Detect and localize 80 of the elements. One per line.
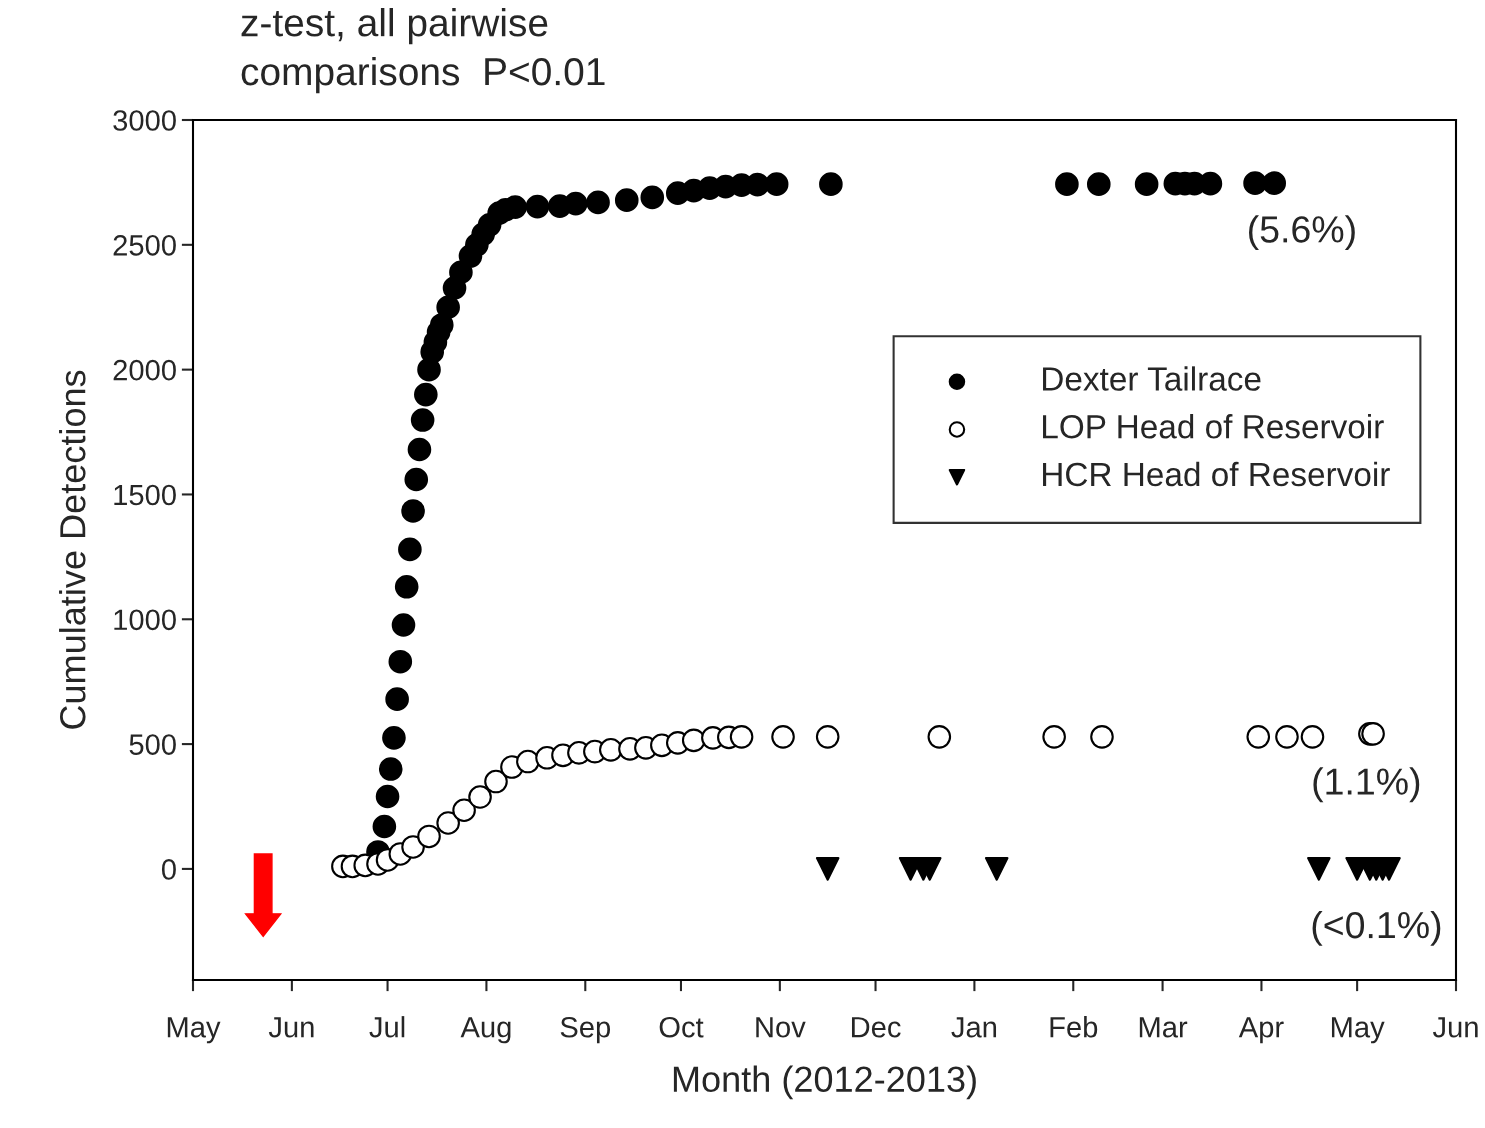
point xyxy=(436,811,460,835)
y-tick-label: 0 xyxy=(161,859,176,880)
x-axis-title: Month (2012-2013) xyxy=(673,1065,976,1100)
point xyxy=(1243,171,1267,195)
point xyxy=(681,728,706,753)
point xyxy=(1246,725,1271,749)
x-tick-label: Jul xyxy=(369,1016,405,1038)
y-tick-label: 1000 xyxy=(114,609,176,631)
point xyxy=(407,437,432,462)
point xyxy=(378,757,403,781)
point xyxy=(388,649,413,674)
point xyxy=(452,798,476,823)
point xyxy=(640,185,665,210)
point xyxy=(414,382,438,407)
point xyxy=(516,749,540,774)
point xyxy=(614,188,639,212)
x-tick-label: May xyxy=(1331,1017,1385,1044)
point xyxy=(927,725,952,749)
point xyxy=(586,190,610,215)
x-tick-label: Jun xyxy=(1432,1017,1478,1038)
y-tick-label: 2000 xyxy=(113,359,176,381)
point xyxy=(394,575,419,599)
x-tick-label: Oct xyxy=(659,1016,704,1038)
point xyxy=(401,835,425,859)
x-tick-label: Nov xyxy=(756,1017,806,1038)
point xyxy=(429,313,454,337)
legend-label: HCR Head of Reservoir xyxy=(1043,461,1390,487)
annotation: (<0.1%) xyxy=(1312,910,1441,946)
x-tick-label: Feb xyxy=(1050,1016,1098,1038)
point xyxy=(468,785,492,809)
point xyxy=(1307,857,1331,881)
x-tick-label: Jan xyxy=(951,1017,997,1038)
y-tick-label: 2500 xyxy=(113,235,176,256)
point xyxy=(410,408,435,432)
point xyxy=(372,814,397,839)
point xyxy=(484,769,508,794)
point xyxy=(1275,725,1299,749)
point xyxy=(1042,725,1066,749)
point xyxy=(1086,172,1111,196)
legend-label: Dexter Tailrace xyxy=(1043,366,1261,391)
point xyxy=(815,857,840,881)
y-tick-label: 3000 xyxy=(113,110,176,131)
point xyxy=(563,191,588,216)
point xyxy=(391,613,416,637)
x-tick-label: Aug xyxy=(460,1017,511,1044)
x-tick-label: May xyxy=(167,1017,221,1044)
x-tick-label: Dec xyxy=(851,1017,901,1038)
x-tick-label: Jun xyxy=(268,1017,314,1038)
y-axis-title: Cumulative Detections xyxy=(59,370,86,729)
point xyxy=(815,725,840,749)
point xyxy=(1090,725,1114,749)
annotation: (5.6%) xyxy=(1249,215,1355,251)
point xyxy=(1300,725,1325,749)
point xyxy=(764,172,789,196)
point xyxy=(771,725,795,749)
point xyxy=(398,537,422,562)
point xyxy=(819,172,843,196)
point xyxy=(417,824,441,849)
y-tick-label: 1500 xyxy=(114,484,176,506)
annotation: (1.1%) xyxy=(1313,767,1420,803)
y-tick-label: 500 xyxy=(129,734,176,755)
point xyxy=(385,687,409,711)
point xyxy=(449,260,473,285)
point xyxy=(401,499,425,523)
x-tick-label: Sep xyxy=(560,1016,611,1044)
point xyxy=(525,194,550,219)
point xyxy=(436,295,460,320)
point xyxy=(729,725,754,749)
chart-title: z-test, all pairwise comparisons P<0.01 xyxy=(241,8,605,94)
legend-label: LOP Head of Reservoir xyxy=(1043,414,1384,439)
point xyxy=(375,784,400,809)
point xyxy=(382,726,406,750)
point xyxy=(984,857,1009,881)
point xyxy=(1262,171,1286,195)
x-tick-label: Apr xyxy=(1238,1017,1284,1044)
point xyxy=(1055,172,1079,196)
point xyxy=(1134,172,1159,196)
point xyxy=(599,738,623,762)
point xyxy=(404,467,429,492)
x-tick-label: Mar xyxy=(1139,1017,1188,1038)
